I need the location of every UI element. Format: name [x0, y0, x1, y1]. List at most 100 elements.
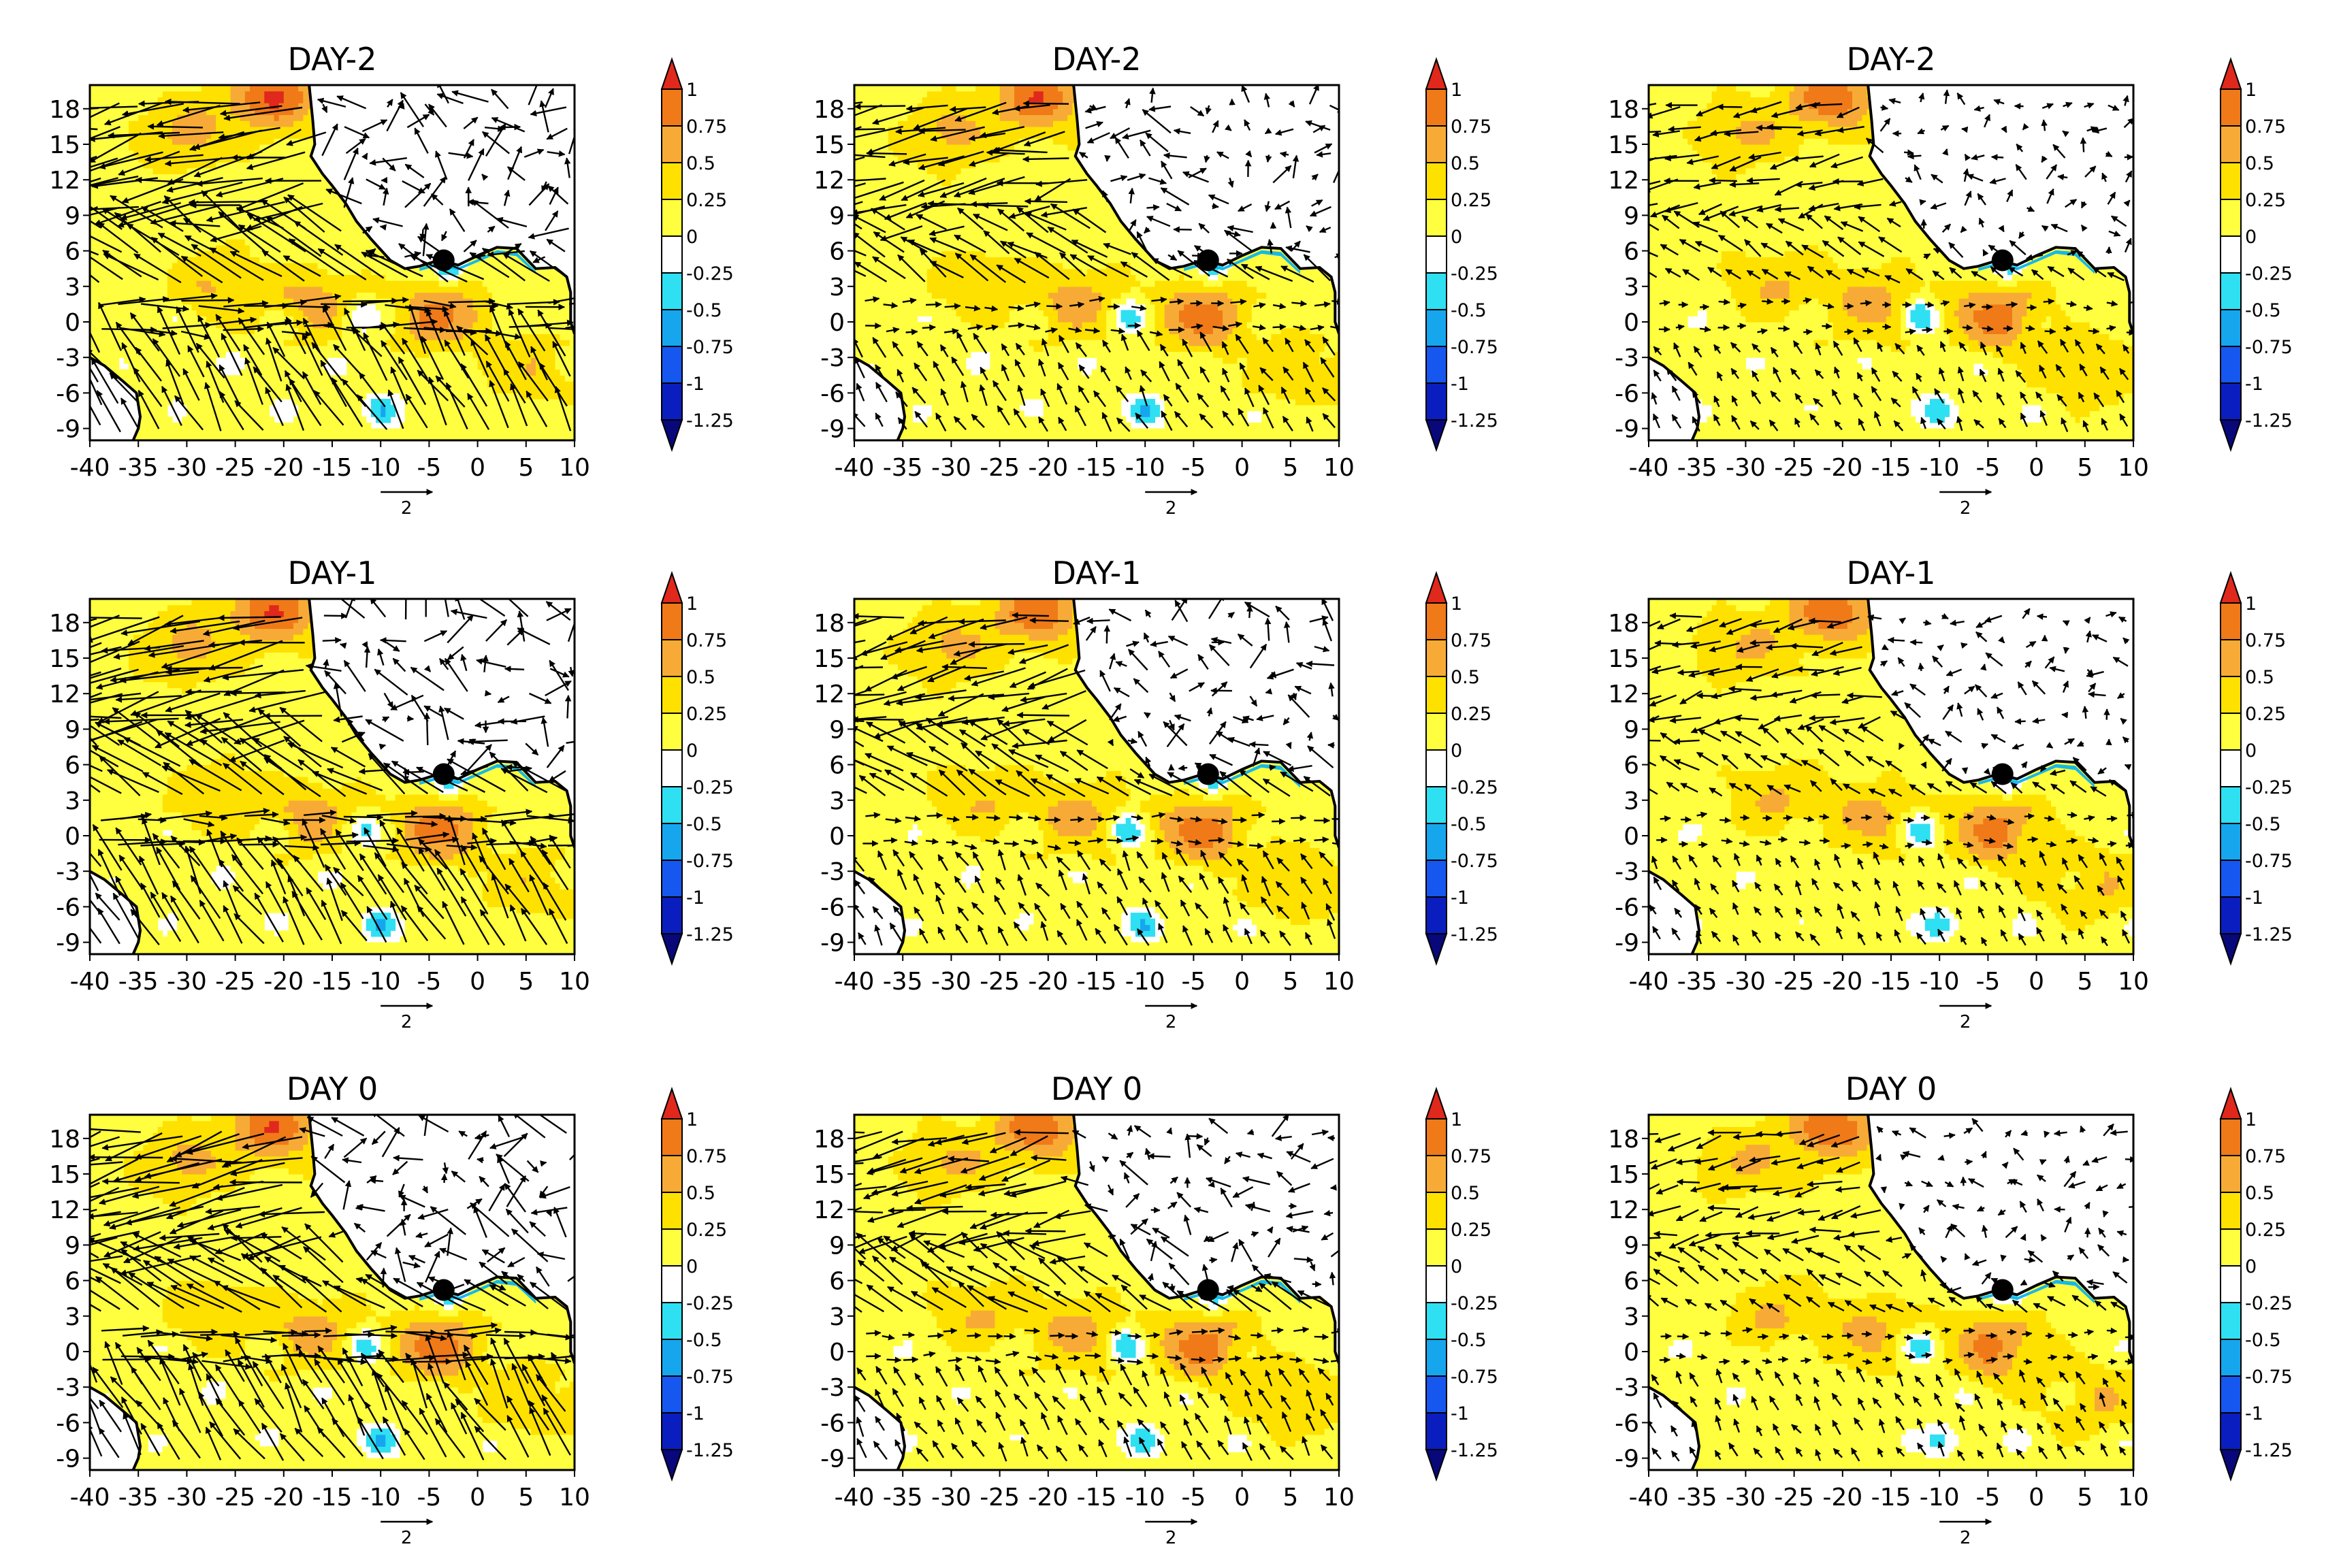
- colorbar-segment: [2220, 896, 2242, 934]
- lon-tick-label: 10: [2118, 1484, 2149, 1512]
- wind-vector: [883, 301, 899, 309]
- wind-vector: [969, 254, 1007, 283]
- wind-vector: [1903, 1334, 1914, 1341]
- colorbar-segment: [1425, 860, 1447, 898]
- colorbar-label: 0.25: [686, 190, 727, 211]
- wind-vector: [1078, 364, 1090, 379]
- panel-title: DAY 0: [1845, 1071, 1937, 1107]
- wind-vector: [265, 387, 284, 426]
- colorbar-label: 0: [686, 1256, 698, 1277]
- lon-tick-label: -30: [1726, 968, 1766, 996]
- colorbar-segment: [2220, 162, 2242, 200]
- wind-vector: [286, 131, 327, 146]
- wind-vector: [223, 300, 269, 308]
- wind-vector: [854, 270, 867, 277]
- colorbar: 1 0.75 0.5 0.25 0 -0.25 -0.5 -0.75 -1 -1.25: [660, 570, 734, 966]
- wind-vector: [1924, 301, 1935, 308]
- lat-tick-label: 6: [1624, 1268, 1639, 1296]
- lon-tick-label: 0: [1234, 968, 1250, 996]
- wind-vector: [502, 252, 550, 282]
- colorbar-segment: [1425, 1302, 1447, 1340]
- wind-vector: [1961, 767, 1969, 774]
- wind-vector: [1016, 206, 1049, 233]
- wind-vector: [144, 154, 204, 163]
- wind-vector: [914, 362, 928, 382]
- wind-vector: [1841, 1332, 1854, 1339]
- wind-vector: [1140, 369, 1152, 382]
- wind-vector: [1029, 617, 1069, 624]
- wind-vector: [361, 119, 388, 133]
- station-marker: [432, 249, 455, 272]
- panel-title: DAY-2: [1052, 41, 1141, 78]
- colorbar-bottom-extension: [660, 1449, 683, 1482]
- lat-tick-label: 9: [1624, 716, 1639, 744]
- wind-vector: [468, 148, 485, 181]
- wind-vector: [204, 382, 222, 431]
- colorbar-bottom-extension: [2219, 419, 2242, 453]
- wind-vector: [1110, 327, 1126, 335]
- lon-tick-label: 10: [559, 1484, 590, 1512]
- lon-tick-label: -35: [883, 1484, 923, 1512]
- wind-vector: [302, 293, 342, 302]
- lat-tick-label: -3: [56, 858, 80, 886]
- lon-tick-label: 0: [1234, 1484, 1250, 1512]
- wind-vector: [285, 316, 306, 355]
- wind-vector: [1990, 154, 2004, 161]
- lon-tick-label: -40: [70, 454, 110, 482]
- wind-vector: [287, 194, 342, 232]
- lat-tick-label: 0: [65, 823, 80, 851]
- lat-tick-label: 9: [65, 202, 80, 230]
- wind-vector: [133, 253, 182, 284]
- wind-vector: [202, 316, 257, 327]
- wind-vector: [1803, 329, 1813, 336]
- colorbar-segment: [661, 1192, 683, 1230]
- colorbar-segment: [2220, 823, 2242, 861]
- wind-vector: [508, 308, 531, 358]
- colorbar-label: -1.25: [2245, 924, 2293, 945]
- wind-vector: [246, 129, 302, 160]
- wind-vector: [944, 303, 961, 310]
- wind-vector: [548, 327, 575, 331]
- lat-tick-label: -9: [56, 416, 80, 444]
- wind-vector: [94, 201, 161, 226]
- colorbar-segment: [1425, 199, 1447, 237]
- wind-vector: [261, 250, 305, 282]
- wind-vector: [246, 151, 306, 170]
- colorbar-segment: [2220, 1118, 2242, 1156]
- colorbar-segment: [1425, 235, 1447, 274]
- colorbar-bottom-extension: [1425, 933, 1448, 966]
- wind-vector: [223, 325, 264, 333]
- wind-vector: [1822, 1354, 1834, 1361]
- wind-vector: [892, 341, 904, 357]
- wind-vector: [322, 305, 347, 351]
- wind-vector: [916, 214, 947, 231]
- colorbar-label: 0.75: [1451, 116, 1491, 137]
- wind-vector: [907, 239, 946, 258]
- wind-vector: [118, 296, 169, 306]
- lon-tick-label: -40: [835, 454, 875, 482]
- wind-vector: [336, 95, 367, 110]
- wind-vector: [180, 330, 211, 340]
- lat-tick-label: -6: [820, 1409, 845, 1437]
- wind-vector: [2036, 613, 2048, 620]
- wind-vector: [406, 114, 430, 129]
- colorbar-segment: [661, 1375, 683, 1414]
- wind-vector: [1069, 301, 1085, 308]
- wind-vector: [219, 391, 244, 431]
- wind-vector: [2025, 325, 2035, 332]
- wind-vector: [971, 414, 985, 428]
- lon-tick-label: -10: [361, 1484, 401, 1512]
- wind-vector: [1248, 741, 1269, 748]
- wind-vector: [460, 363, 488, 407]
- wind-vector: [369, 1177, 384, 1184]
- wind-vector: [161, 181, 243, 205]
- colorbar-label: 0: [1451, 227, 1462, 248]
- wind-vector: [343, 177, 355, 208]
- colorbar-label: -1: [1451, 887, 1469, 909]
- lat-tick-label: -3: [1615, 344, 1639, 372]
- reference-vector-label: 2: [401, 1012, 413, 1032]
- wind-vector: [2000, 1254, 2007, 1262]
- wind-vector: [313, 390, 344, 426]
- colorbar-bottom-extension: [1425, 1449, 1448, 1482]
- wind-vector: [1253, 1355, 1267, 1362]
